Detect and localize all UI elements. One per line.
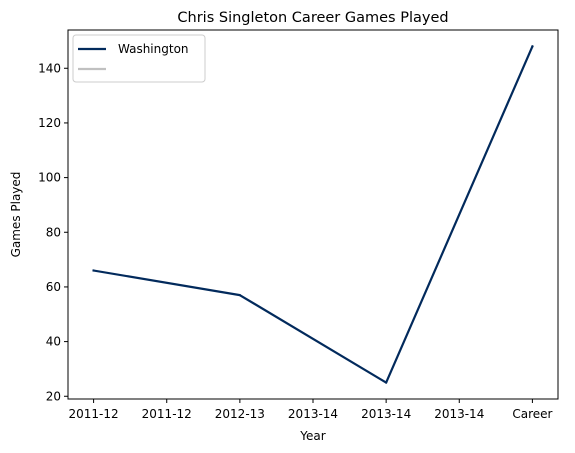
x-tick-label-6: Career — [512, 407, 552, 421]
y-tick-label-40: 40 — [46, 335, 61, 349]
data-point-washington-0 — [92, 269, 95, 272]
y-tick-label-100: 100 — [38, 171, 61, 185]
y-tick-label-80: 80 — [46, 225, 61, 239]
legend-label-washington: Washington — [118, 42, 189, 56]
y-tick-label-60: 60 — [46, 280, 61, 294]
legend: Washington — [72, 34, 206, 83]
x-tick-label-0: 2011-12 — [69, 407, 119, 421]
chart-title: Chris Singleton Career Games Played — [177, 10, 448, 26]
data-point-washington-2 — [385, 381, 388, 384]
plot-area: 2011-12 2011-12 2012-13 2013-14 2013-14 2013-… — [38, 44, 553, 421]
data-point-washington-1 — [238, 294, 241, 297]
legend-box — [72, 34, 206, 83]
x-tick-label-2: 2012-13 — [215, 407, 265, 421]
x-tick-label-1: 2011-12 — [142, 407, 192, 421]
series-line-washington — [92, 44, 534, 384]
x-axis-label: Year — [299, 429, 325, 443]
y-tick-label-20: 20 — [46, 389, 61, 403]
y-tick-label-140: 140 — [38, 61, 61, 75]
data-point-washington-3 — [531, 45, 534, 48]
plot-frame — [67, 29, 559, 400]
x-tick-label-3: 2013-14 — [288, 407, 338, 421]
x-tick-label-4: 2013-14 — [361, 407, 411, 421]
y-tick-label-120: 120 — [38, 116, 61, 130]
y-axis-label: Games Played — [9, 172, 23, 258]
x-tick-label-5: 2013-14 — [434, 407, 484, 421]
